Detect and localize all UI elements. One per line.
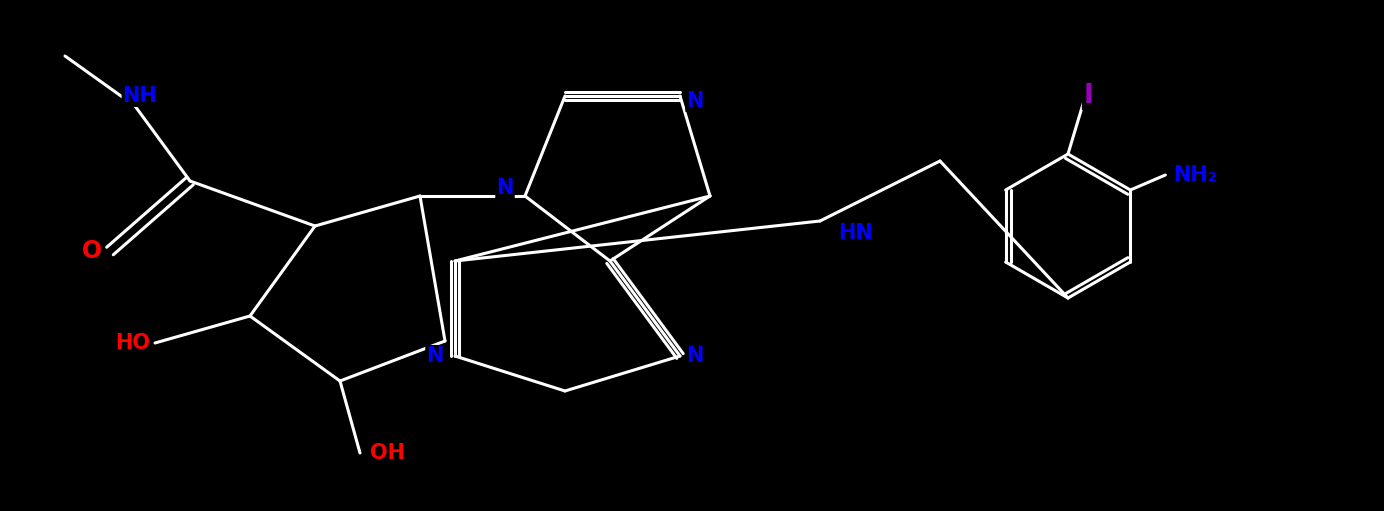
- Text: N: N: [686, 91, 703, 111]
- Text: OH: OH: [370, 443, 406, 463]
- Text: NH₂: NH₂: [1174, 165, 1218, 185]
- Text: HO: HO: [115, 333, 149, 353]
- Text: HN: HN: [837, 223, 873, 243]
- Text: N: N: [497, 178, 513, 198]
- Text: NH: NH: [123, 86, 158, 106]
- Text: O: O: [82, 239, 102, 263]
- Text: N: N: [426, 346, 444, 366]
- Text: N: N: [686, 346, 703, 366]
- Text: I: I: [1084, 83, 1093, 109]
